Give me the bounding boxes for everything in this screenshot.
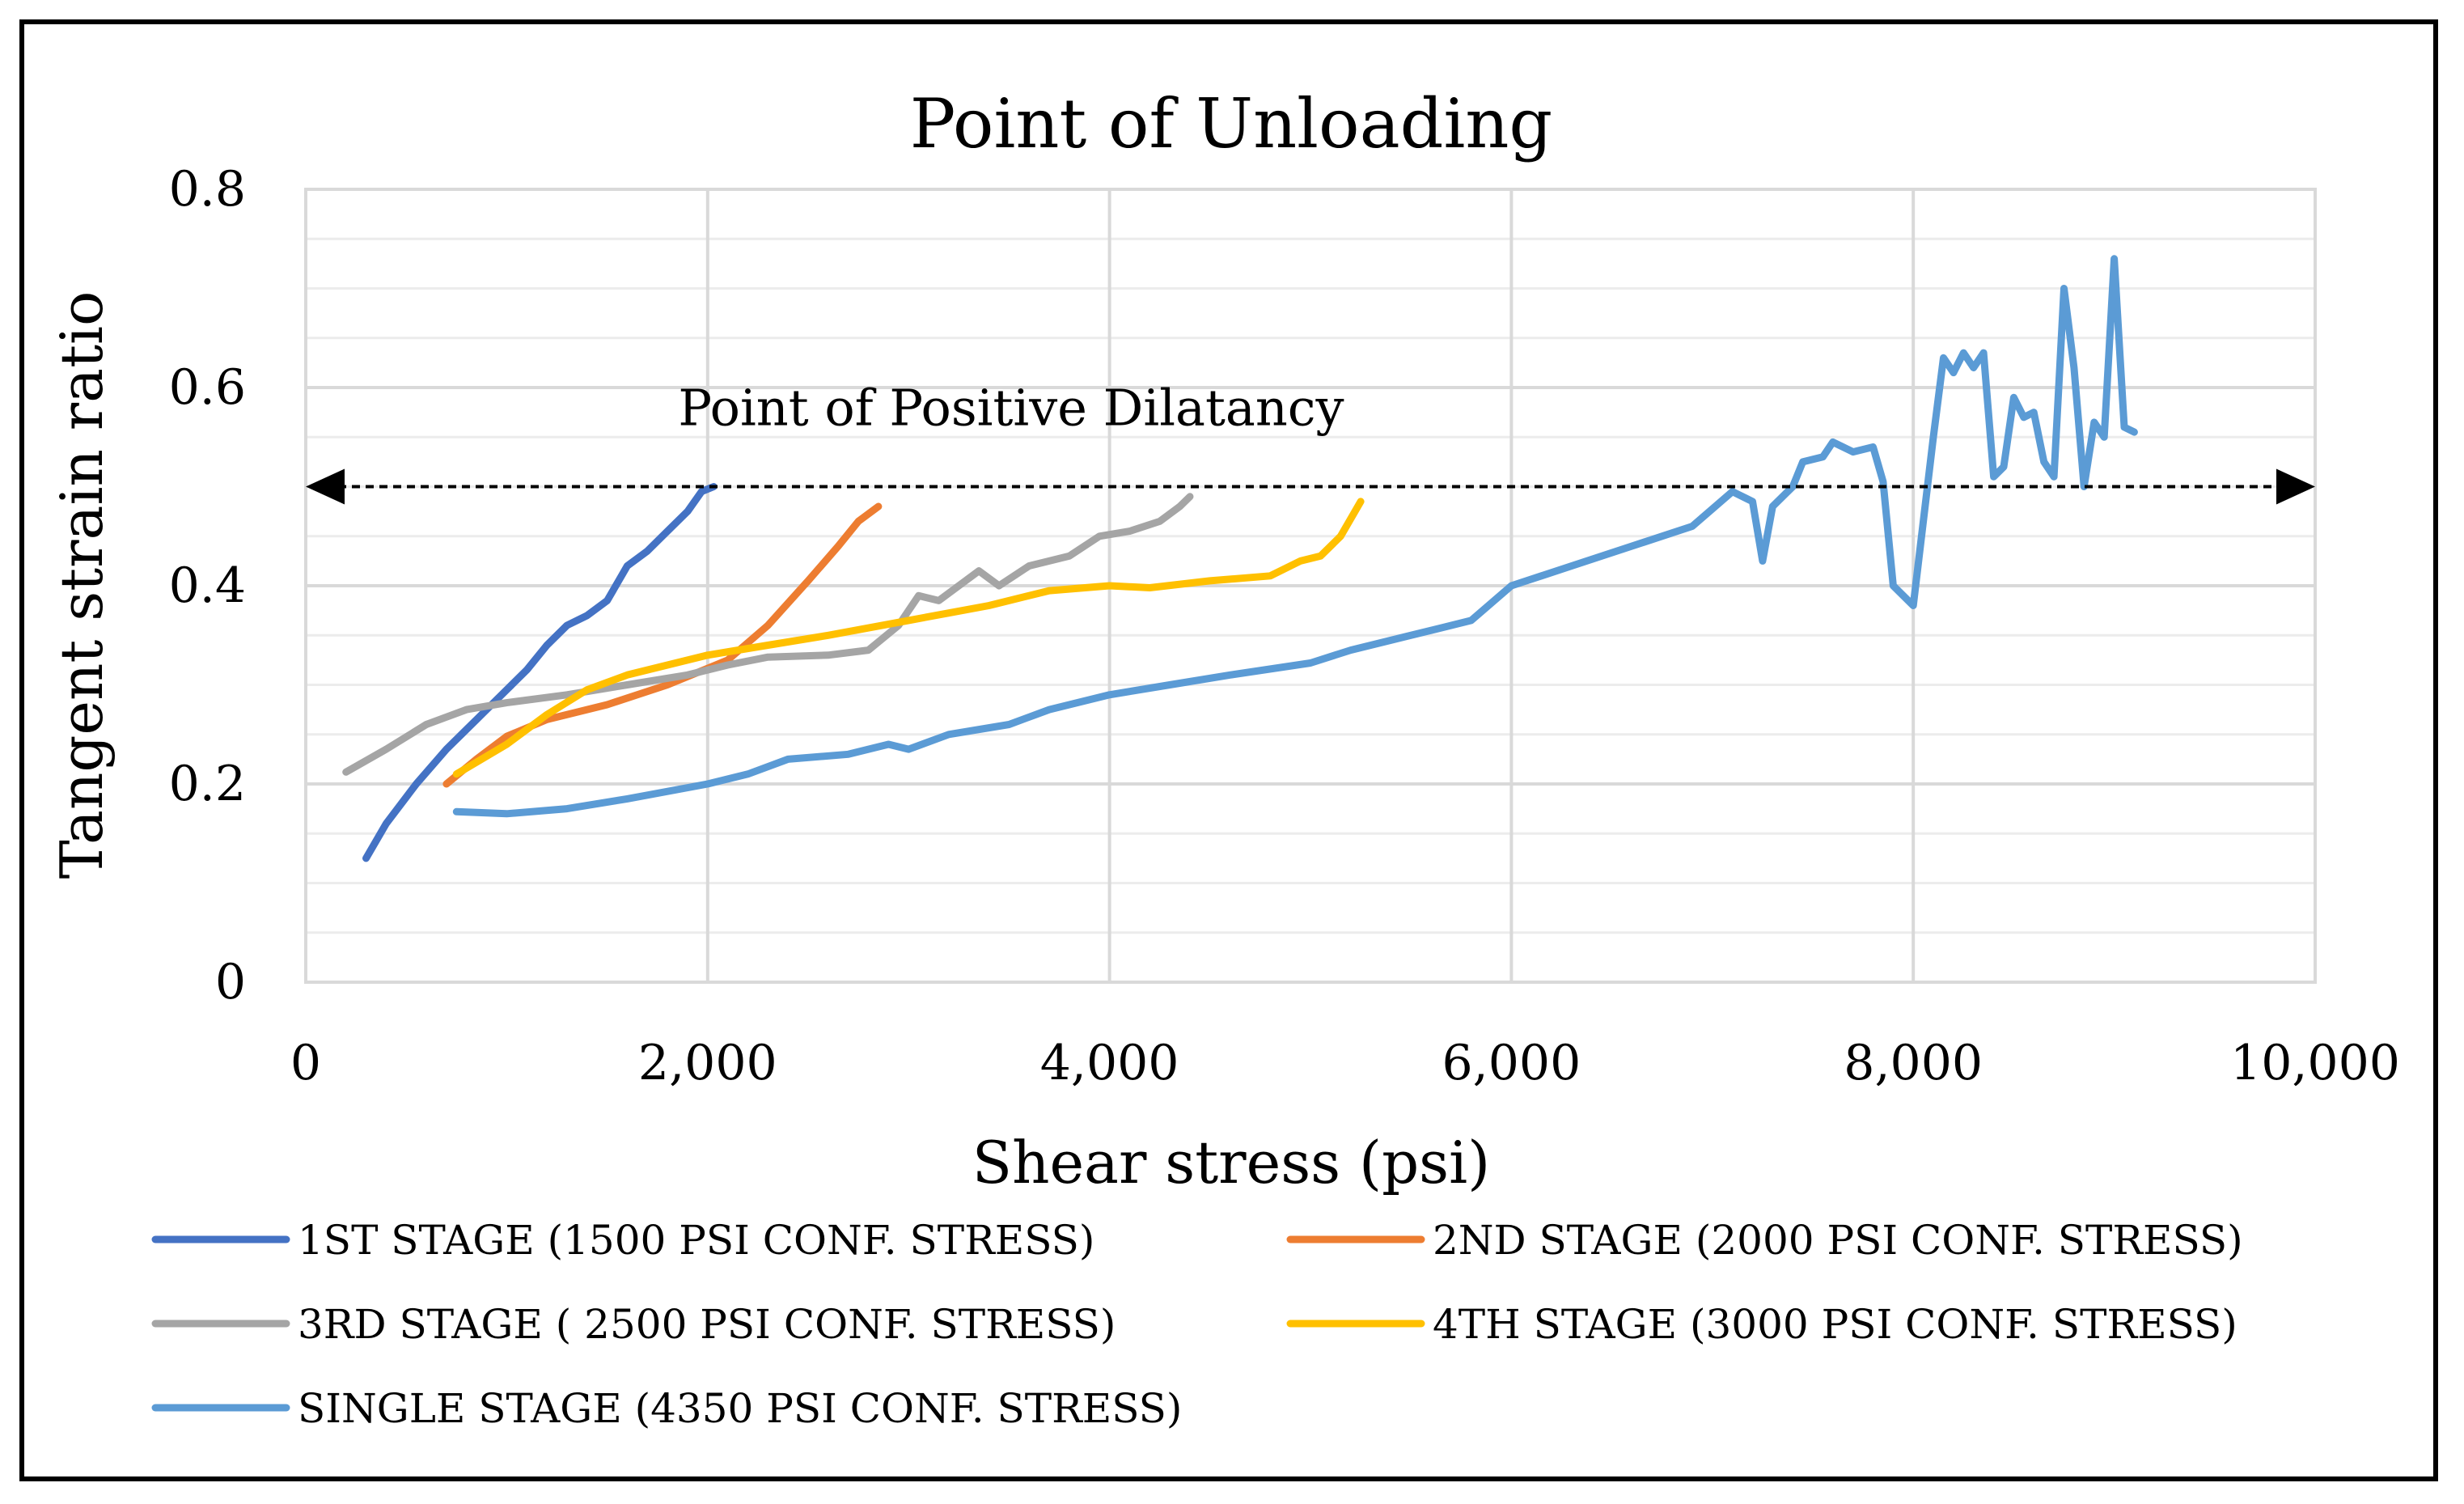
dilatancy-arrow-left	[306, 468, 345, 505]
legend-label-5: SINGLE STAGE (4350 PSI CONF. STRESS)	[298, 1385, 1182, 1432]
y-tick-label: 0.6	[169, 359, 246, 416]
dilatancy-label: Point of Positive Dilatancy	[678, 379, 1344, 438]
legend-label-3: 3RD STAGE ( 2500 PSI CONF. STRESS)	[298, 1301, 1116, 1348]
y-tick-label: 0.4	[169, 557, 246, 614]
series-line-1	[362, 483, 718, 862]
legend-label-4: 4TH STAGE (3000 PSI CONF. STRESS)	[1433, 1301, 2237, 1348]
y-tick-label: 0.2	[169, 756, 246, 812]
major-gridlines	[304, 188, 2317, 984]
x-axis-label: Shear stress (psi)	[972, 1129, 1490, 1197]
x-tick-labels: 0 2,000 4,000 6,000 8,000 10,000	[290, 1035, 2400, 1091]
legend-label-1: 1ST STAGE (1500 PSI CONF. STRESS)	[298, 1217, 1094, 1264]
series-lines	[342, 255, 2138, 862]
x-tick-label: 8,000	[1844, 1035, 1983, 1091]
dilatancy-annotation: Point of Positive Dilatancy	[306, 379, 2315, 505]
series-line-4	[452, 498, 1365, 778]
chart-frame	[19, 19, 2438, 1481]
chart-title: Point of Unloading	[910, 84, 1552, 163]
plot-area-border	[304, 188, 2317, 984]
legend-label-2: 2ND STAGE (2000 PSI CONF. STRESS)	[1433, 1217, 2243, 1264]
x-tick-label: 0	[290, 1035, 321, 1091]
x-tick-label: 2,000	[638, 1035, 777, 1091]
dilatancy-arrow-right	[2276, 468, 2315, 505]
y-axis-label: Tangent strain ratio	[48, 291, 116, 879]
y-tick-label: 0	[215, 954, 246, 1010]
y-tick-labels: 0 0.2 0.4 0.6 0.8	[169, 161, 246, 1010]
legend: 1ST STAGE (1500 PSI CONF. STRESS) 2ND STA…	[151, 1217, 2243, 1432]
x-tick-label: 4,000	[1040, 1035, 1179, 1091]
x-tick-label: 6,000	[1442, 1035, 1581, 1091]
x-tick-label: 10,000	[2230, 1035, 2400, 1091]
y-tick-label: 0.8	[169, 161, 246, 218]
series-line-5	[452, 255, 2138, 818]
